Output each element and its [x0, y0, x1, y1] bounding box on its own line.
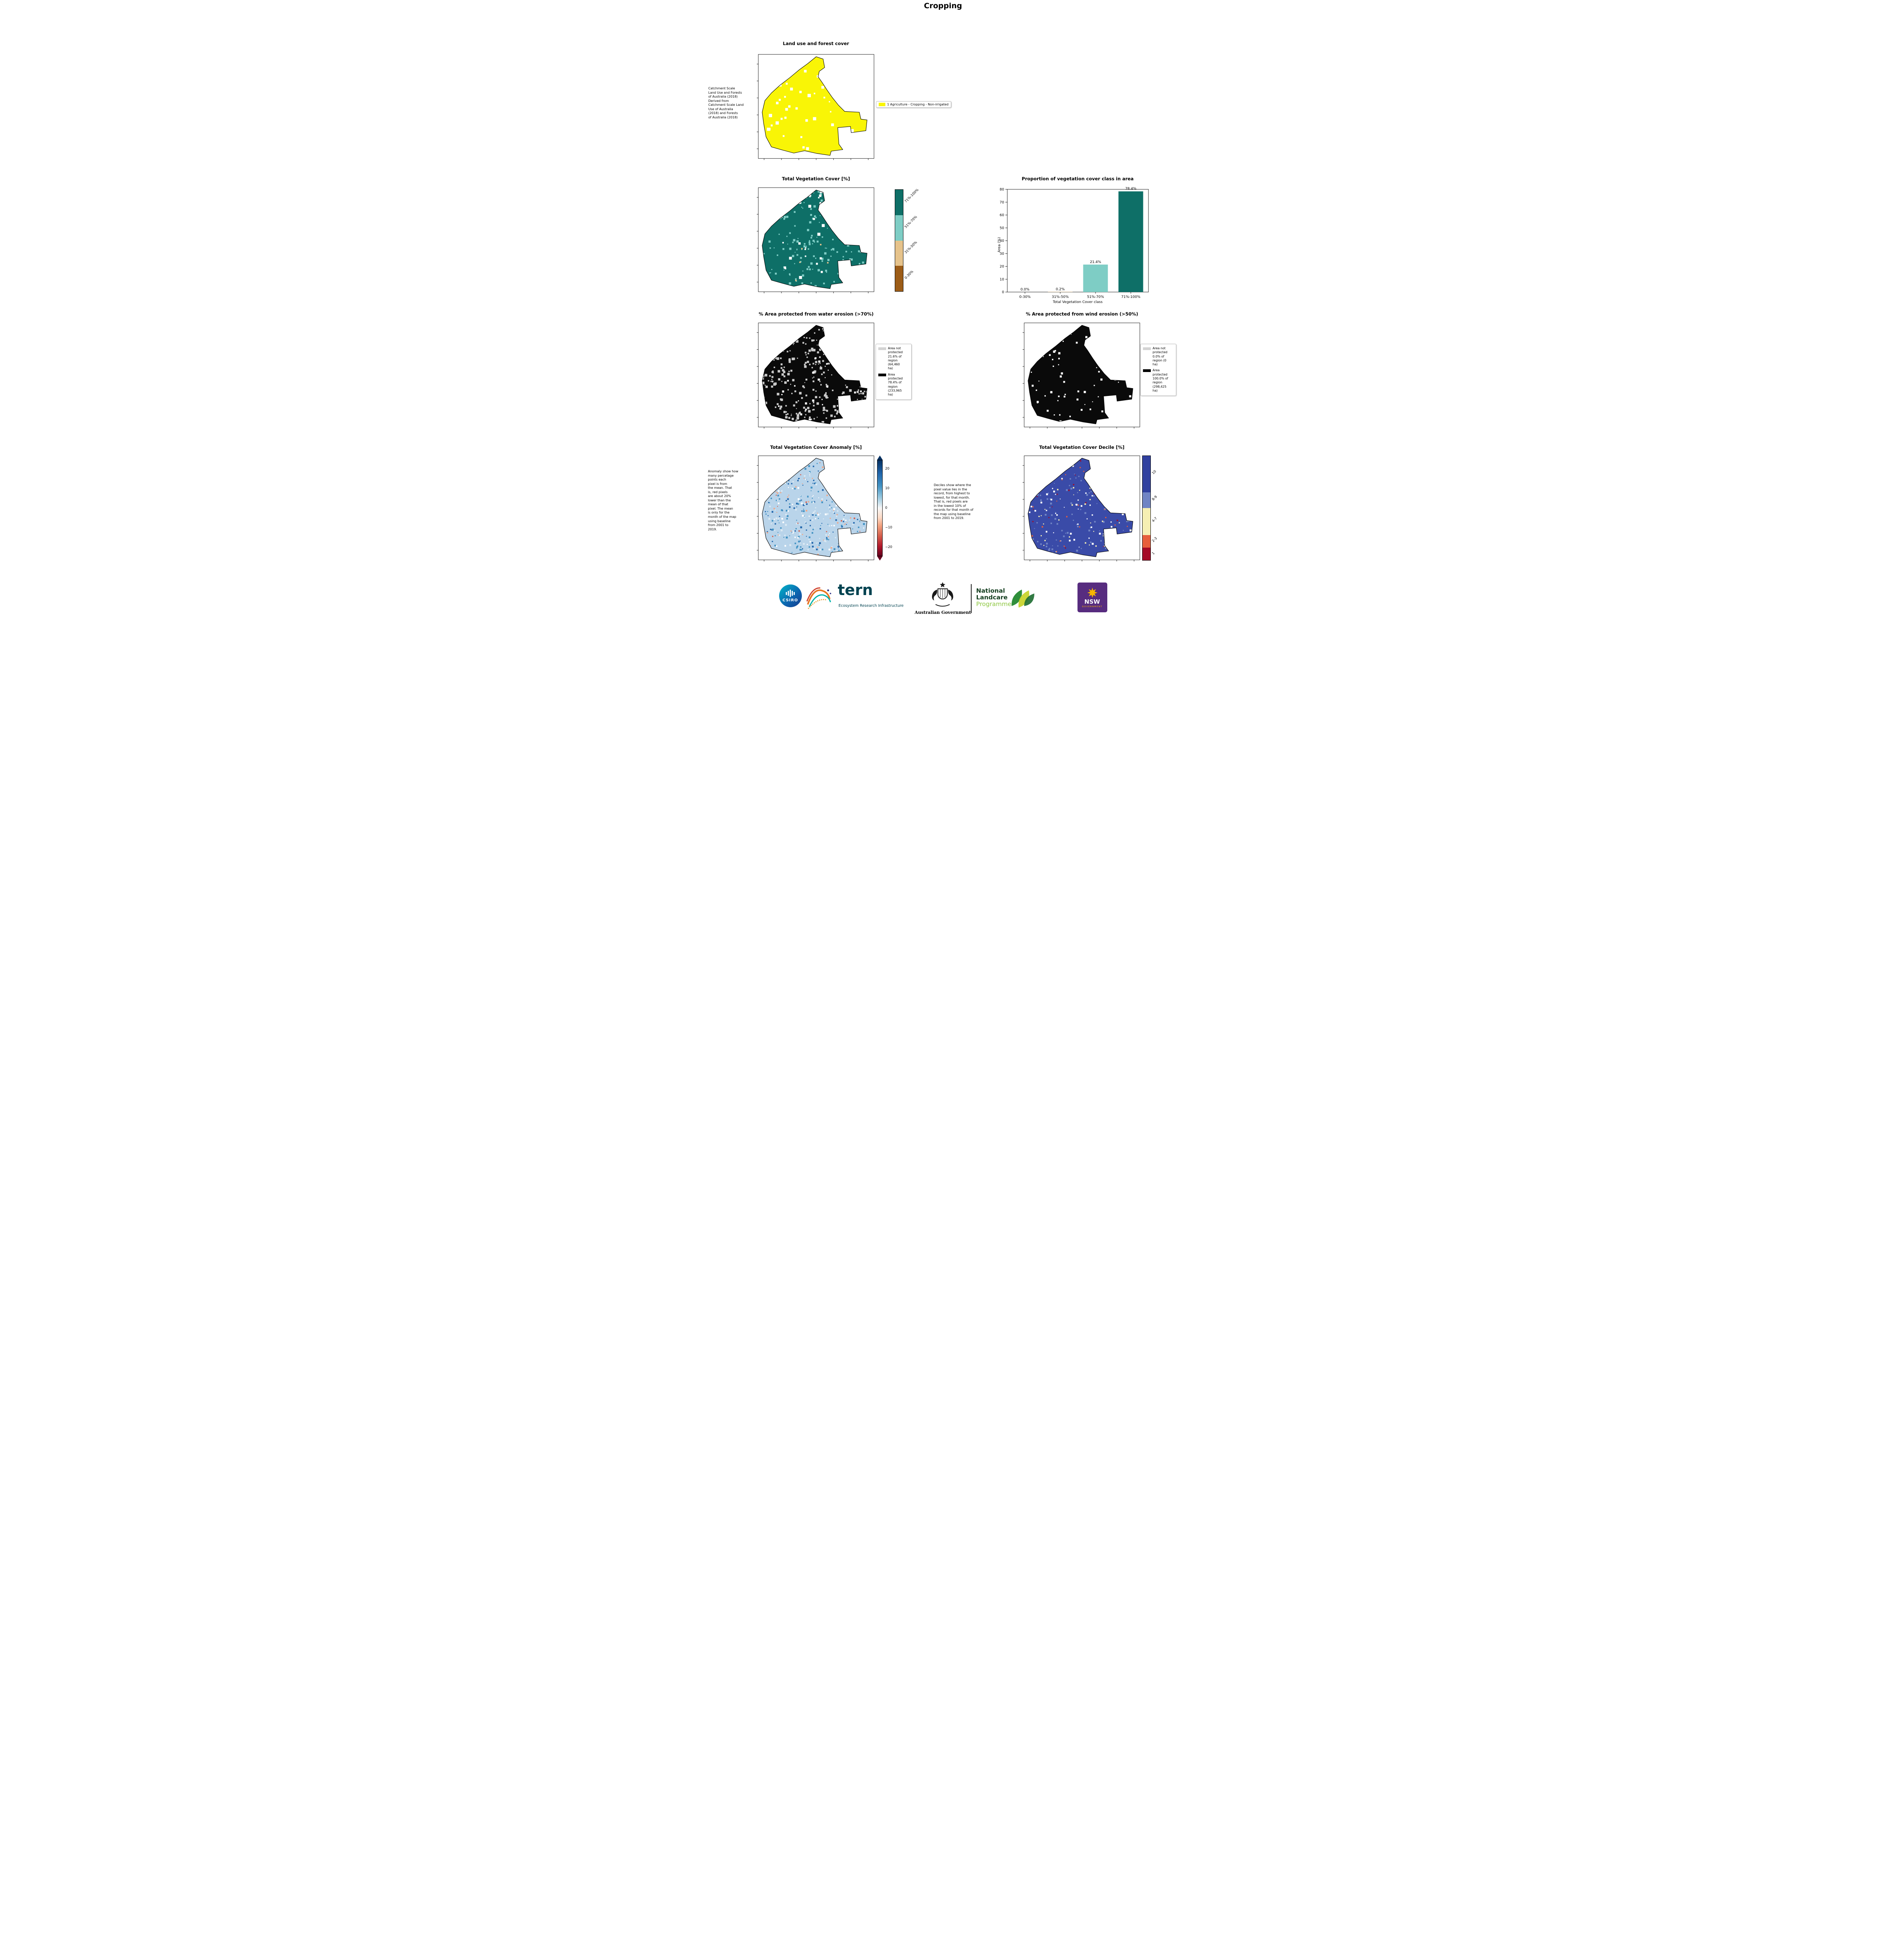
- tern-subtitle: Ecosystem Research Infrastructure: [838, 604, 904, 608]
- protected-swatch: [878, 373, 886, 376]
- not-protected-label: Area not protected 0.0% of region (0 ha): [1152, 347, 1168, 367]
- csiro-wordmark: CSIRO: [782, 598, 798, 603]
- anomaly-title: Total Vegetation Cover Anomaly [%]: [770, 445, 862, 450]
- svg-text:21.4%: 21.4%: [1090, 260, 1101, 264]
- csiro-logo: CSIRO: [779, 584, 802, 607]
- australian-government-crest-icon: [932, 582, 953, 607]
- water-erosion-legend: Area not protected 21.6% of region (64,4…: [875, 344, 912, 400]
- svg-text:10: 10: [999, 278, 1004, 281]
- not-protected-label: Area not protected 21.6% of region (64,4…: [888, 347, 903, 370]
- nsw-wordmark: NSW: [1084, 598, 1100, 605]
- vegcover-title: Total Vegetation Cover [%]: [782, 176, 850, 181]
- not-protected-swatch: [878, 347, 886, 350]
- wind-erosion-legend: Area not protected 0.0% of region (0 ha)…: [1140, 344, 1176, 396]
- legend-entry: Area protected 100.0% of region (298,425…: [1143, 368, 1174, 393]
- water-erosion-map: [756, 323, 874, 429]
- bar-chart-xlabel: Total Vegetation Cover class: [1053, 300, 1103, 304]
- csiro-wave-icon: [786, 590, 795, 597]
- landuse-legend-swatch: [878, 103, 885, 106]
- wind-erosion-title: % Area protected from wind erosion (>50%…: [1026, 311, 1138, 317]
- anomaly-map: [756, 456, 874, 562]
- report-page: Cropping Land use and forest cover Catch…: [707, 0, 1179, 619]
- landcare-line2: Landcare: [976, 594, 1008, 601]
- landuse-legend-label: 1 Agriculture - Cropping - Non-irrigated: [887, 103, 949, 106]
- wind-erosion-map: [1022, 323, 1140, 429]
- anomaly-colorbar: 20 10 0 −10 −20: [877, 456, 901, 561]
- decile-map: [1022, 456, 1140, 562]
- protected-label: Area protected 100.0% of region (298,425…: [1152, 368, 1168, 392]
- bar-chart-ylabel: Area (%): [997, 237, 1001, 252]
- svg-text:31%-50%: 31%-50%: [1052, 295, 1069, 299]
- landuse-source-text: Catchment Scale Land Use and Forests of …: [708, 87, 744, 119]
- svg-text:30: 30: [999, 252, 1004, 256]
- legend-entry: Area not protected 0.0% of region (0 ha): [1143, 347, 1174, 367]
- protected-label: Area protected 78.4% of region (233,965 …: [888, 372, 903, 397]
- svg-text:80: 80: [999, 188, 1004, 192]
- vegcover-colorbar: 71%-100% 51%-70% 31%-50% 0-30%: [894, 188, 942, 292]
- proportion-bar-chart: 0 10 20 30 40 50 60 70 80 0-30% 0.0% 31%-50% 0.2% 51%…: [999, 187, 1148, 299]
- svg-text:0.0%: 0.0%: [1020, 288, 1029, 292]
- tern-wordmark: tern: [838, 581, 873, 599]
- anomaly-explainer-text: Anomaly show how many percetage points e…: [708, 470, 738, 531]
- decile-explainer-text: Deciles show where the pixel value lies …: [934, 483, 974, 520]
- svg-text:0.2%: 0.2%: [1056, 287, 1065, 291]
- landuse-map: [756, 54, 874, 160]
- landuse-title: Land use and forest cover: [783, 41, 849, 46]
- legend-entry: Area protected 78.4% of region (233,965 …: [878, 373, 909, 397]
- not-protected-swatch: [1143, 347, 1151, 350]
- landcare-line3: Programme: [976, 601, 1012, 608]
- colorbar-arrow-down-icon: [877, 556, 883, 561]
- vegcover-map: [756, 187, 874, 294]
- colorbar-arrow-up-icon: [877, 456, 883, 460]
- footer-divider: [970, 584, 972, 613]
- page-title: Cropping: [924, 2, 962, 10]
- water-erosion-title: % Area protected from water erosion (>70…: [759, 311, 874, 317]
- aboriginal-artwork-icon: [806, 587, 831, 609]
- svg-text:70: 70: [999, 201, 1004, 205]
- nsw-government-label: GOVERNMENT: [1082, 606, 1103, 608]
- svg-text:0: 0: [1002, 290, 1004, 294]
- svg-text:51%-70%: 51%-70%: [1087, 295, 1104, 299]
- landcare-leaves-icon: [1011, 590, 1034, 608]
- svg-text:50: 50: [999, 226, 1004, 230]
- landuse-legend: 1 Agriculture - Cropping - Non-irrigated: [876, 101, 952, 108]
- anomaly-colorbar-gradient: [877, 460, 883, 556]
- svg-text:78.4%: 78.4%: [1125, 187, 1136, 191]
- waratah-icon: [1087, 588, 1097, 598]
- national-landcare-logo: National Landcare Programme: [976, 587, 1012, 608]
- legend-entry: Area not protected 21.6% of region (64,4…: [878, 347, 909, 371]
- decile-title: Total Vegetation Cover Decile [%]: [1039, 445, 1125, 450]
- svg-text:0-30%: 0-30%: [1019, 295, 1030, 299]
- decile-colorbar: 10 8-9 4-7 2-3 1: [1142, 456, 1179, 561]
- protected-swatch: [1143, 369, 1151, 372]
- svg-text:40: 40: [999, 239, 1004, 243]
- svg-text:20: 20: [999, 265, 1004, 269]
- nsw-government-logo: NSW GOVERNMENT: [1077, 583, 1107, 612]
- svg-text:71%-100%: 71%-100%: [1121, 295, 1140, 299]
- proportion-chart-title: Proportion of vegetation cover class in …: [1021, 176, 1134, 181]
- australian-government-label: Australian Government: [914, 610, 971, 615]
- landcare-line1: National: [976, 587, 1005, 594]
- svg-text:60: 60: [999, 214, 1004, 218]
